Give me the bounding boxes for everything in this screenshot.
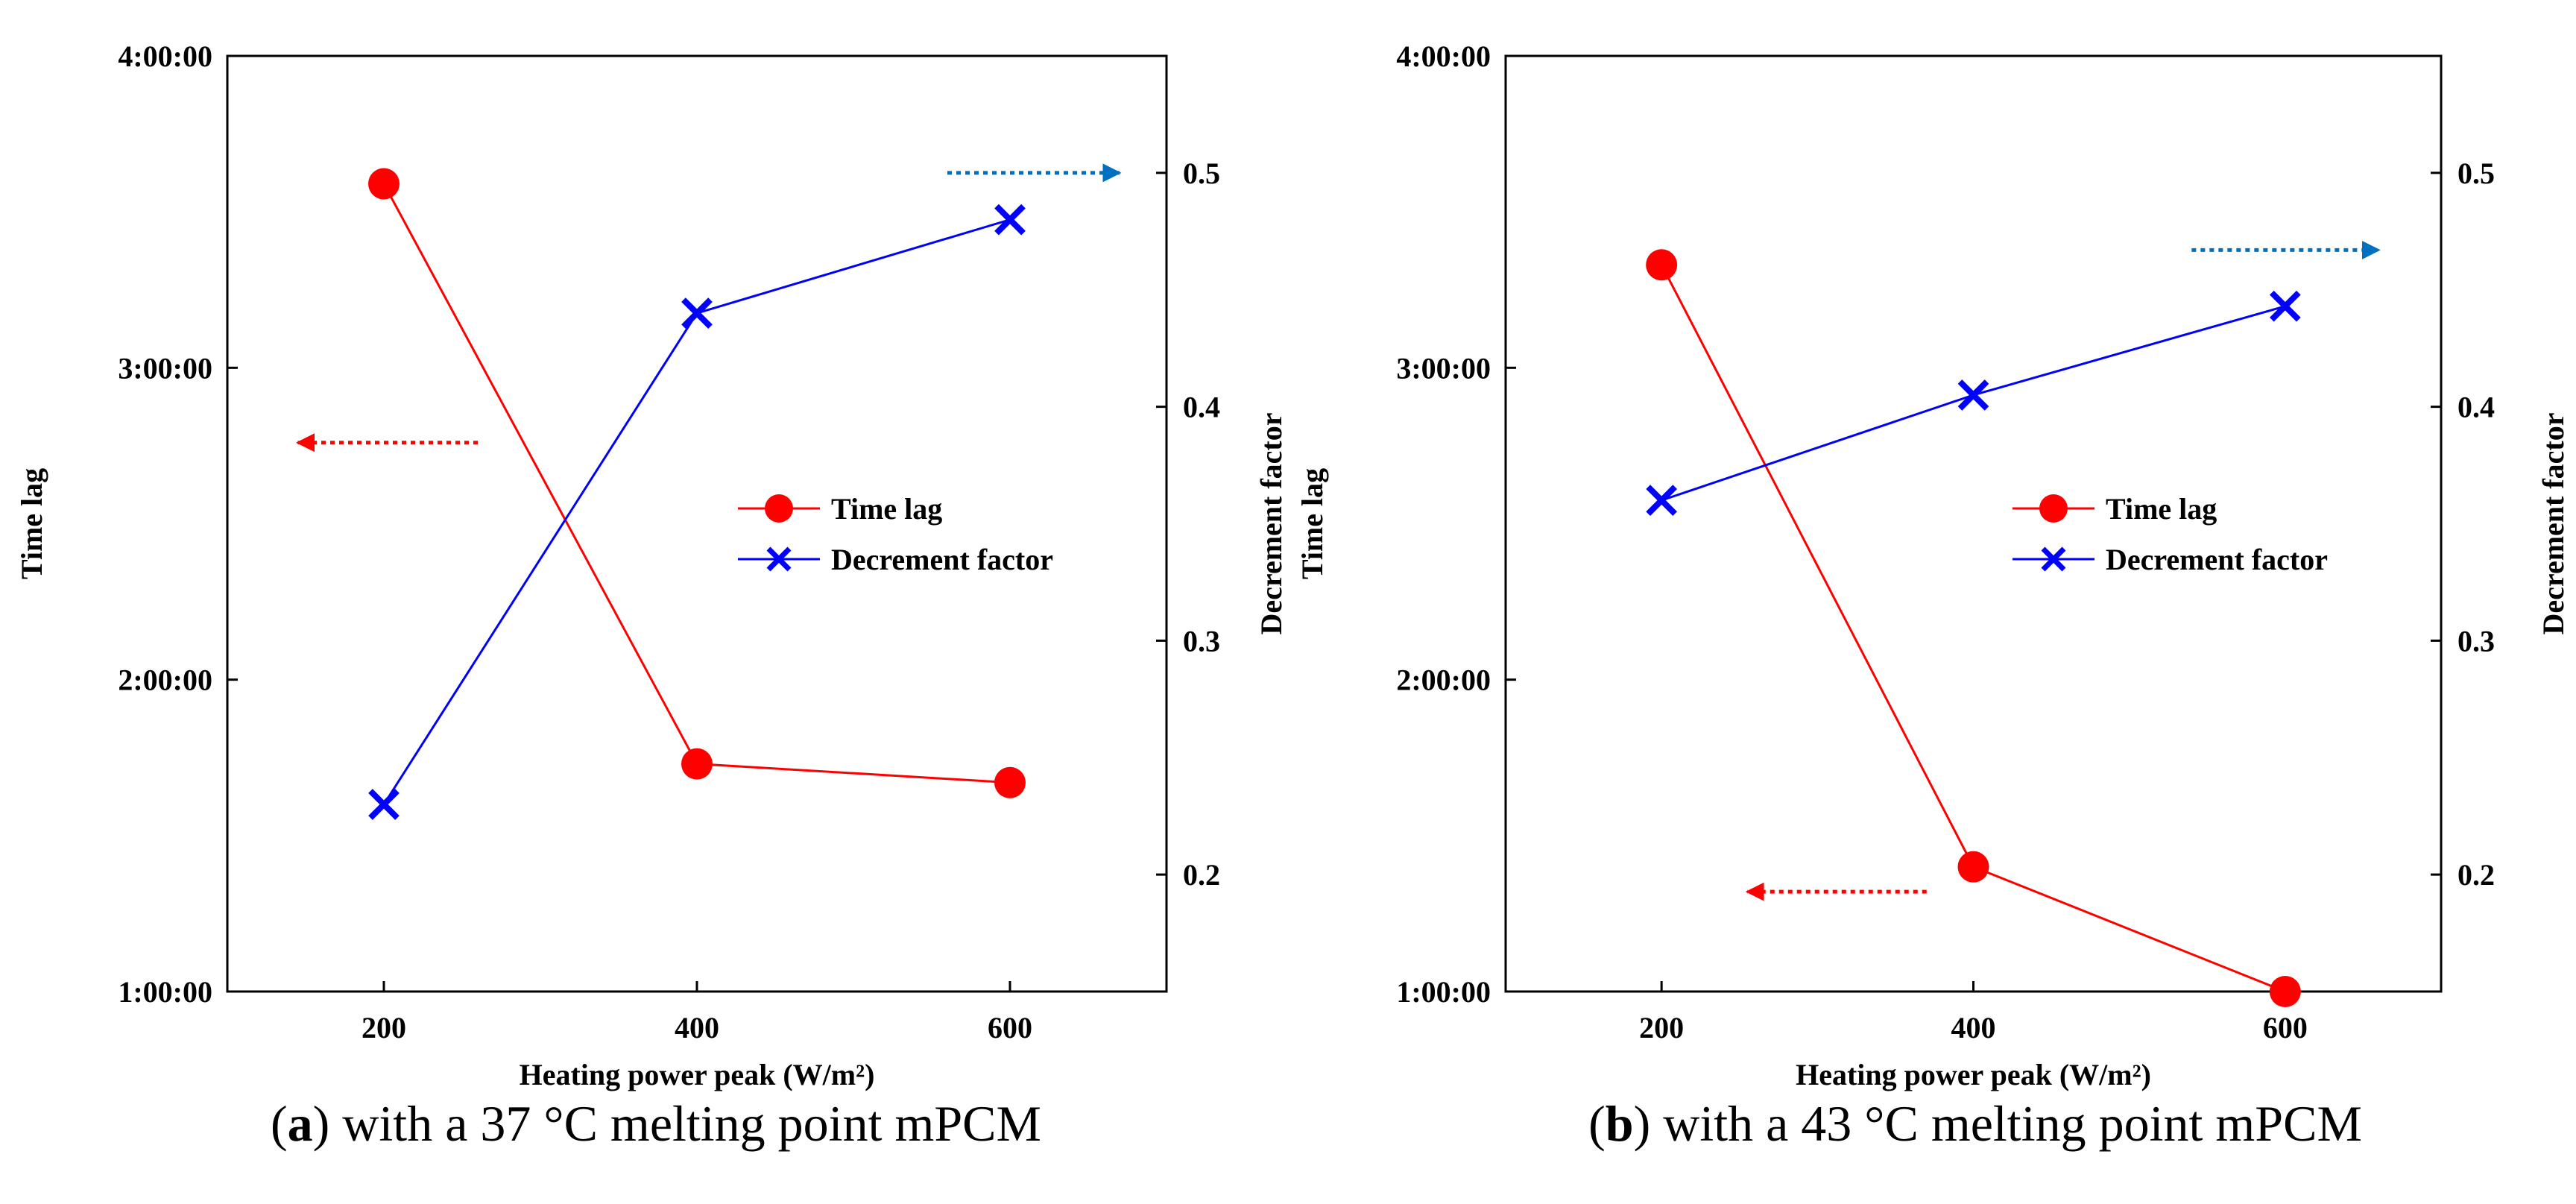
x-tick-label: 200 <box>1639 1011 1684 1044</box>
data-point-circle <box>994 766 1026 798</box>
data-point-circle <box>1646 249 1678 281</box>
chart-panel-a: 200 400 600 1:00:00 2:00:00 3:00:00 4:00:00 0.2… <box>15 40 1288 1152</box>
x-stroke <box>368 789 400 820</box>
y-left-tick-label: 4:00:00 <box>1396 40 1491 73</box>
series-decrement-factor <box>1646 290 2301 516</box>
x-axis-title: Heating power peak (W/m²) <box>1796 1058 2151 1091</box>
data-point-x <box>1957 379 1989 411</box>
x-tick-label: 400 <box>675 1011 719 1044</box>
x-stroke <box>2270 290 2301 322</box>
caption-paren-open: ( <box>271 1095 288 1152</box>
panel-caption: (b) with a 43 °C melting point mPCM <box>1588 1095 2362 1152</box>
legend-label: Time lag <box>831 492 942 526</box>
legend: Time lag Decrement factor <box>738 492 1053 576</box>
y-right-axis-title: Decrement factor <box>1254 413 1288 635</box>
legend: Time lag Decrement factor <box>2012 492 2328 576</box>
legend-marker-x <box>766 546 792 572</box>
series-line <box>1661 305 2286 502</box>
legend-label: Decrement factor <box>2106 543 2328 576</box>
y-right-axis-title: Decrement factor <box>2536 413 2570 635</box>
series-line <box>1660 264 2286 993</box>
plot-frame <box>226 54 1168 993</box>
data-point-x <box>368 789 400 820</box>
legend-label: Time lag <box>2106 492 2217 526</box>
series-time-lag <box>368 168 1026 798</box>
y-left-axis-title: Time lag <box>1295 468 1329 579</box>
y-right-tick-label: 0.3 <box>1183 624 1220 658</box>
legend-label: Decrement factor <box>831 543 1053 576</box>
data-point-x <box>681 297 713 329</box>
legend-marker-x <box>2041 546 2066 572</box>
series-time-lag <box>1646 249 2301 1007</box>
data-point-x <box>2270 290 2301 322</box>
caption-paren-open: ( <box>1588 1095 1606 1152</box>
chart-panel-b: 200 400 600 1:00:00 2:00:00 3:00:00 4:00:00 0.2… <box>1295 40 2570 1152</box>
data-point-circle <box>2269 976 2301 1007</box>
legend-marker-circle <box>765 494 793 523</box>
x-tick-label: 600 <box>988 1011 1032 1044</box>
y-left-tick-label: 1:00:00 <box>118 975 212 1009</box>
y-right-tick-label: 0.5 <box>1183 157 1220 190</box>
caption-letter: a <box>288 1095 313 1152</box>
caption-text: with a 43 °C melting point mPCM <box>1650 1095 2362 1152</box>
y-right-tick-label: 0.5 <box>2457 157 2495 190</box>
data-point-circle <box>681 748 713 780</box>
y-left-tick-label: 4:00:00 <box>118 40 212 73</box>
caption-letter: b <box>1606 1095 1634 1152</box>
caption-paren-close: ) <box>313 1095 330 1152</box>
y-right-tick-label: 0.4 <box>1183 391 1220 424</box>
y-right-tick-label: 0.4 <box>2457 391 2495 424</box>
y-right-tick-label: 0.3 <box>2457 624 2495 658</box>
caption-paren-close: ) <box>1634 1095 1651 1152</box>
data-point-x <box>1646 485 1677 516</box>
x-tick-label: 400 <box>1951 1011 1996 1044</box>
y-right-tick-label: 0.2 <box>2457 858 2495 892</box>
x-tick-label: 600 <box>2263 1011 2308 1044</box>
x-stroke <box>681 297 713 329</box>
x-axis-title: Heating power peak (W/m²) <box>520 1058 875 1091</box>
y-left-tick-label: 1:00:00 <box>1396 975 1491 1009</box>
y-left-tick-label: 2:00:00 <box>118 664 212 697</box>
x-stroke <box>1646 485 1677 516</box>
x-stroke <box>1957 379 1989 411</box>
x-stroke <box>994 204 1026 236</box>
x-tick-label: 200 <box>362 1011 406 1044</box>
series-decrement-factor <box>368 204 1026 820</box>
y-left-tick-label: 3:00:00 <box>1396 351 1491 385</box>
y-left-axis-title: Time lag <box>15 468 48 579</box>
data-point-x <box>994 204 1026 236</box>
series-line <box>382 183 1011 784</box>
y-right-tick-label: 0.2 <box>1183 858 1220 892</box>
y-left-tick-label: 2:00:00 <box>1396 664 1491 697</box>
data-point-circle <box>368 168 400 200</box>
y-left-tick-label: 3:00:00 <box>118 351 212 385</box>
panel-caption: (a) with a 37 °C melting point mPCM <box>271 1095 1041 1152</box>
caption-text: with a 37 °C melting point mPCM <box>329 1095 1041 1152</box>
legend-marker-circle <box>2039 494 2068 523</box>
data-point-circle <box>1957 851 1989 883</box>
